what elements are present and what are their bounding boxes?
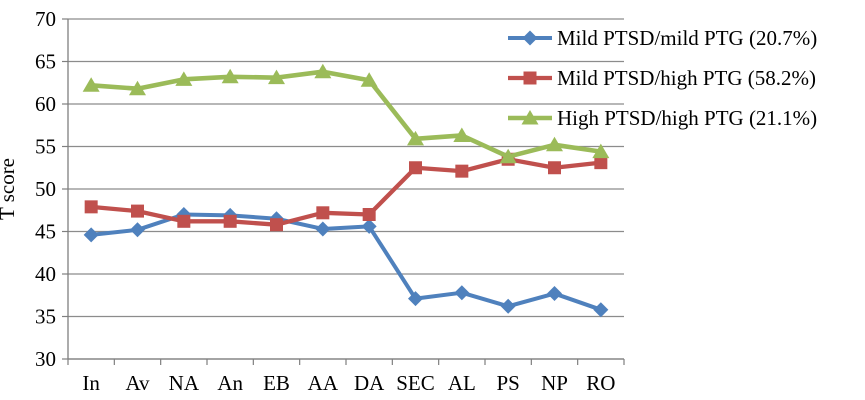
data-point-marker: [592, 143, 610, 159]
x-tick-label: DA: [354, 371, 385, 395]
data-point-marker: [521, 110, 539, 125]
legend-label: Mild PTSD/mild PTG (20.7%): [557, 26, 817, 50]
data-point-marker: [407, 130, 424, 146]
data-point-marker: [223, 214, 237, 228]
legend-item: Mild PTSD/high PTG (58.2%): [508, 66, 816, 90]
data-point-marker: [130, 222, 145, 238]
data-point-marker: [362, 208, 376, 221]
x-tick-label: NA: [169, 371, 200, 395]
data-point-marker: [129, 80, 146, 96]
data-point-marker: [315, 221, 331, 237]
y-tick-label: 55: [35, 135, 56, 159]
data-point-marker: [316, 206, 330, 220]
data-point-marker: [454, 285, 470, 301]
data-point-marker: [453, 127, 471, 142]
data-point-marker: [523, 71, 537, 85]
data-point-marker: [177, 214, 191, 228]
axes: 30 35 40 45 50 55 60 65 70 In Av NA An EB AA DA SEC AL PS N…: [35, 7, 625, 395]
legend-label: High PTSD/high PTG (21.1%): [557, 106, 817, 130]
legend-label: Mild PTSD/high PTG (58.2%): [557, 66, 816, 90]
data-point-marker: [500, 298, 516, 314]
x-tick-label: Av: [125, 371, 150, 395]
x-tick-label: PS: [496, 371, 519, 395]
data-point-marker: [593, 302, 609, 318]
data-point-marker: [546, 136, 563, 152]
y-tick-label: 50: [35, 177, 56, 201]
x-tick-label: AA: [308, 371, 339, 395]
data-point-marker: [548, 161, 561, 175]
series-line: [88, 69, 604, 159]
x-tick-label: An: [217, 371, 243, 395]
y-tick-label: 70: [35, 7, 56, 31]
legend-item: High PTSD/high PTG (21.1%): [508, 106, 817, 130]
x-tick-label: SEC: [396, 371, 435, 395]
data-point-marker: [547, 286, 562, 302]
y-axis-title: T score: [0, 158, 19, 220]
data-point-marker: [314, 63, 332, 79]
y-tick-label: 30: [35, 347, 56, 371]
x-tick-label: In: [82, 371, 100, 395]
data-point-marker: [361, 218, 377, 234]
data-point-marker: [594, 156, 608, 170]
data-point-marker: [131, 204, 144, 218]
data-point-marker: [455, 164, 469, 178]
data-point-marker: [82, 77, 100, 92]
series-lines: [82, 63, 610, 318]
data-point-marker: [522, 30, 538, 46]
data-point-marker: [499, 148, 517, 164]
legend: Mild PTSD/mild PTG (20.7%) Mild PTSD/high…: [508, 26, 817, 130]
y-tick-label: 65: [35, 50, 56, 74]
data-point-marker: [409, 161, 422, 175]
data-point-marker: [221, 68, 239, 84]
x-tick-label: NP: [541, 371, 568, 395]
x-tick-label: AL: [448, 371, 476, 395]
data-point-marker: [408, 291, 423, 307]
x-tick-label: EB: [263, 371, 290, 395]
x-tick-label: RO: [586, 371, 615, 395]
y-tick-label: 35: [35, 305, 56, 329]
legend-item: Mild PTSD/mild PTG (20.7%): [508, 26, 817, 50]
series-line: [89, 212, 603, 312]
y-tick-label: 45: [35, 220, 56, 244]
data-point-marker: [268, 69, 285, 85]
y-tick-label: 40: [35, 262, 56, 286]
data-point-marker: [83, 227, 99, 243]
series-line: [89, 157, 603, 227]
y-tick-label: 60: [35, 92, 56, 116]
data-point-marker: [270, 218, 283, 232]
data-point-marker: [175, 71, 193, 86]
data-point-marker: [360, 72, 378, 87]
data-point-marker: [84, 200, 98, 214]
gridlines: [68, 18, 624, 360]
